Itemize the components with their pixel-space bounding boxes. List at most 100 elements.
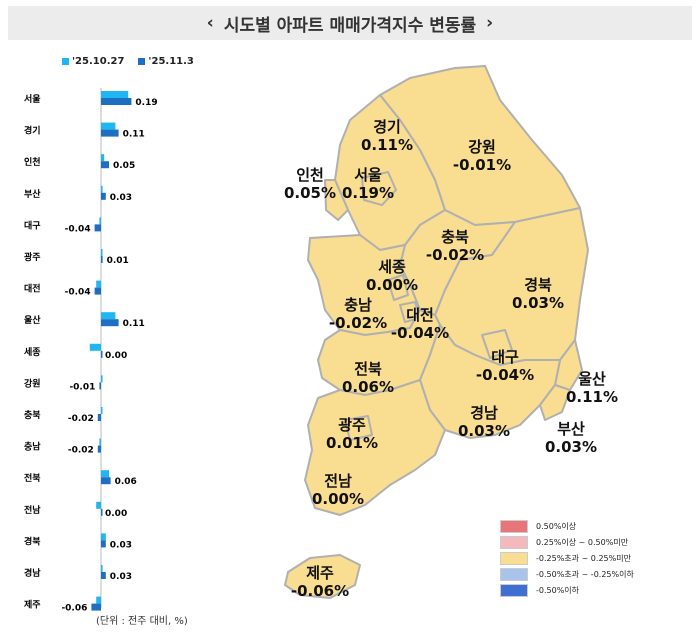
category-label: 인천 — [24, 157, 41, 168]
map-label: 충북 -0.02% — [426, 228, 484, 264]
region-value: -0.06% — [290, 582, 350, 600]
map-region-daegu — [481, 329, 513, 359]
region-value: 0.11% — [360, 136, 414, 154]
bar-prev-week — [101, 185, 103, 193]
category-label: 부산 — [24, 188, 41, 200]
region-name: 전남 — [324, 472, 352, 490]
data-label: 0.06 — [115, 477, 137, 487]
region-value: -0.04% — [475, 366, 535, 384]
bar-this-week — [101, 256, 103, 263]
bar-this-week — [99, 382, 101, 390]
region-name: 대구 — [491, 348, 519, 366]
map-label: 부산 0.03% — [545, 420, 597, 456]
category-label: 경기 — [24, 125, 41, 137]
map-legend-item: 0.25%이상 ~ 0.50%미만 — [500, 534, 634, 550]
region-name: 부산 — [557, 420, 585, 438]
bar-prev-week — [101, 407, 103, 414]
korea-map — [284, 65, 589, 599]
bar-this-week — [101, 98, 132, 105]
map-label: 울산 0.11% — [566, 370, 618, 406]
region-name: 강원 — [468, 138, 496, 156]
data-label: 0.19 — [135, 98, 157, 108]
map-region-incheon — [324, 179, 349, 221]
category-label: 전남 — [24, 504, 41, 516]
region-name: 서울 — [354, 166, 382, 184]
region-name: 경북 — [524, 276, 552, 294]
bar-this-week — [97, 414, 101, 421]
bar-prev-week — [99, 438, 101, 446]
region-name: 경기 — [373, 118, 401, 136]
category-label: 울산 — [24, 314, 41, 326]
region-name: 충북 — [441, 228, 469, 246]
legend-swatch — [500, 551, 528, 565]
region-value: -0.04% — [390, 324, 450, 342]
region-value: 0.06% — [341, 378, 395, 396]
map-label: 경북 0.03% — [512, 276, 564, 312]
map-legend-item: 0.50%이상 — [500, 518, 634, 534]
legend-swatch — [500, 567, 528, 581]
bar-prev-week — [96, 501, 101, 509]
data-label: -0.01 — [69, 382, 95, 392]
bar-this-week — [91, 603, 101, 611]
bar-this-week — [97, 445, 101, 453]
bar-prev-week — [96, 280, 101, 288]
map-label: 인천 0.05% — [284, 166, 336, 202]
category-label: 서울 — [24, 93, 41, 105]
region-name: 제주 — [306, 564, 334, 582]
map-legend: 0.50%이상 0.25%이상 ~ 0.50%미만 -0.25%초과 ~ 0.2… — [500, 518, 634, 598]
map-label: 충남 -0.02% — [329, 296, 387, 332]
legend-swatch — [500, 535, 528, 549]
legend-item-current: '25.11.3 — [138, 56, 194, 67]
bar-this-week — [101, 477, 111, 485]
bar-prev-week — [101, 533, 106, 541]
map-region-jeonnam — [304, 379, 446, 516]
data-label: 0.01 — [107, 256, 129, 266]
chart-legend: '25.10.27 '25.11.3 — [62, 56, 194, 67]
category-label: 경남 — [24, 567, 41, 579]
map-label: 경남 0.03% — [458, 404, 510, 440]
data-label: -0.06 — [61, 604, 87, 614]
region-value: 0.03% — [457, 422, 511, 440]
data-label: -0.02 — [68, 446, 94, 456]
region-name: 인천 — [296, 166, 324, 184]
bar-this-week — [94, 224, 101, 232]
map-label: 전남 0.00% — [312, 472, 364, 508]
bar-prev-week — [101, 470, 109, 478]
bar-prev-week — [101, 565, 103, 572]
bar-this-week — [101, 540, 106, 548]
data-label: 0.00 — [105, 509, 127, 519]
region-name: 광주 — [338, 416, 366, 434]
data-label: 0.03 — [110, 572, 132, 582]
map-label: 세종 0.00% — [366, 258, 418, 294]
bar-prev-week — [101, 154, 105, 162]
region-name: 전북 — [354, 360, 382, 378]
region-name: 충남 — [344, 296, 372, 314]
region-value: 0.01% — [325, 434, 379, 452]
map-region-gyeongnam — [419, 324, 561, 439]
map-region-seoul — [361, 171, 397, 206]
region-value: 0.03% — [544, 438, 598, 456]
category-label: 광주 — [24, 251, 41, 263]
region-value: 0.19% — [341, 184, 395, 202]
bar-this-week — [101, 572, 106, 579]
region-name: 울산 — [578, 370, 606, 388]
category-label: 제주 — [24, 599, 41, 611]
category-label: 대전 — [24, 283, 41, 295]
data-label: 0.11 — [123, 319, 145, 329]
data-label: 0.03 — [110, 540, 132, 550]
region-value: 0.00% — [365, 276, 419, 294]
bar-prev-week — [101, 375, 103, 383]
data-label: 0.05 — [113, 161, 135, 171]
bar-prev-week — [101, 249, 103, 256]
bar-this-week — [101, 319, 119, 327]
category-label: 충남 — [24, 441, 41, 453]
map-region-gwangju — [344, 415, 373, 441]
data-label: 0.11 — [123, 130, 145, 140]
map-label: 대전 -0.04% — [391, 306, 449, 342]
legend-swatch — [500, 519, 528, 533]
data-label: -0.04 — [65, 288, 91, 298]
title-bar: ‹ 시도별 아파트 매매가격지수 변동률 › — [8, 6, 692, 40]
map-label: 서울 0.19% — [342, 166, 394, 202]
data-label: -0.02 — [68, 414, 94, 424]
map-legend-item: -0.50%이하 — [500, 582, 634, 598]
